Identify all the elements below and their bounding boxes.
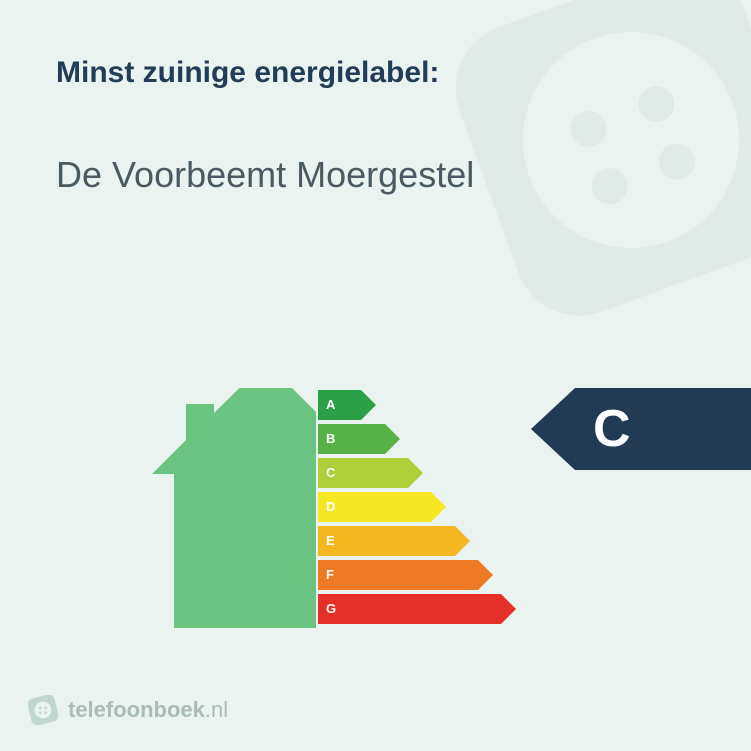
energy-bar-letter: B [326,424,335,454]
energy-bar-letter: E [326,526,335,556]
energy-bar-letter: A [326,390,335,420]
brand-tld: .nl [205,697,228,722]
selected-energy-label: C [531,388,751,470]
energy-bar-letter: G [326,594,336,624]
energy-bar-letter: C [326,458,335,488]
selected-label-letter: C [593,388,631,470]
page-title: Minst zuinige energielabel: [56,56,695,90]
brand-name: telefoonboek [68,697,205,722]
footer-brand: telefoonboek.nl [28,695,228,725]
brand-text: telefoonboek.nl [68,697,228,723]
energy-bar-letter: D [326,492,335,522]
brand-logo-icon [28,695,58,725]
energy-label-graphic: ABCDEFG C [0,360,751,660]
page-subtitle: De Voorbeemt Moergestel [56,154,695,196]
energy-bar-letter: F [326,560,334,590]
house-icon [152,388,316,628]
